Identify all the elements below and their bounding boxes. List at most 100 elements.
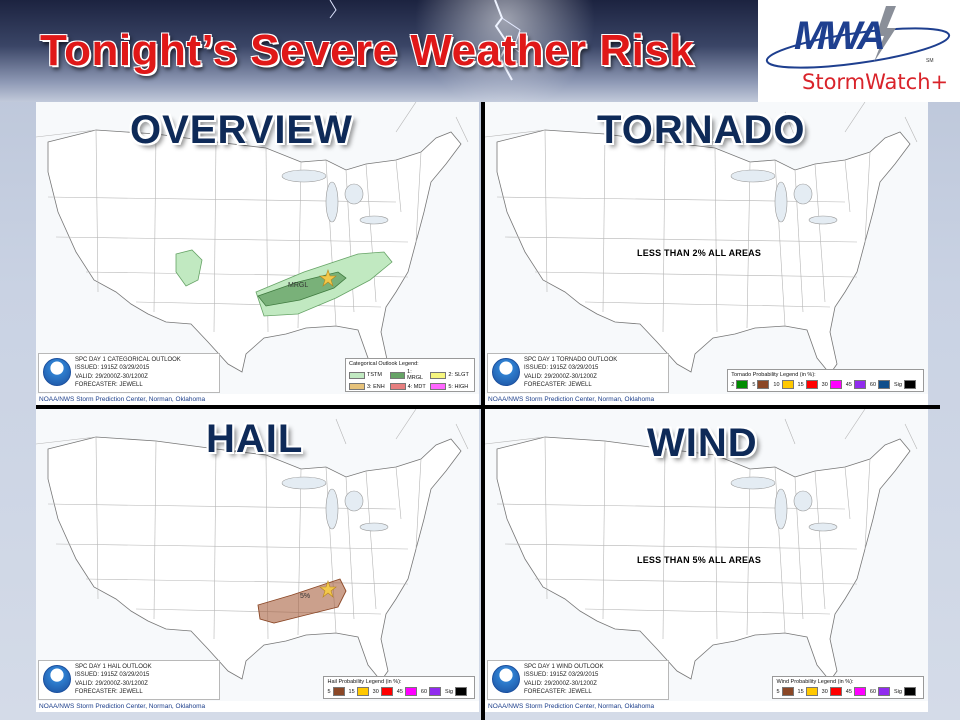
- location-star-icon: [319, 580, 337, 598]
- legend-label: 5: [752, 381, 756, 388]
- legend-item: 15: [798, 380, 820, 389]
- legend-item: Sig: [894, 687, 918, 696]
- outlook-info-box: SPC DAY 1 TORNADO OUTLOOK ISSUED: 1915Z 0…: [487, 353, 669, 393]
- risk-note: LESS THAN 2% ALL AREAS: [637, 248, 762, 258]
- legend-swatch: [455, 687, 467, 696]
- panel-title: HAIL: [206, 417, 304, 461]
- legend-swatch: [389, 383, 406, 390]
- legend-swatch: [853, 380, 866, 389]
- legend-label: 45: [396, 688, 403, 695]
- credit-line: NOAA/NWS Storm Prediction Center, Norman…: [485, 701, 928, 712]
- legend-title: Tornado Probability Legend (in %):: [731, 372, 816, 378]
- legend-swatch: [736, 380, 749, 389]
- outlook-info-line: SPC DAY 1 HAIL OUTLOOK: [75, 664, 152, 670]
- legend-title: Hail Probability Legend (in %):: [327, 679, 402, 685]
- legend-label: 30: [372, 688, 379, 695]
- probability-legend: Hail Probability Legend (in %): 5 15 30 45 60…: [323, 676, 475, 699]
- legend-swatch: [356, 687, 369, 696]
- legend-label: 45: [845, 688, 852, 695]
- legend-swatch: [389, 371, 406, 379]
- outlook-info-line: VALID: 29/2000Z-30/1200Z: [524, 373, 597, 380]
- legend-swatch: [349, 371, 365, 379]
- risk-note: LESS THAN 5% ALL AREAS: [637, 555, 762, 565]
- credit-line: NOAA/NWS Storm Prediction Center, Norman…: [485, 394, 928, 405]
- legend-swatch: [781, 687, 794, 696]
- outlook-info-lines: SPC DAY 1 CATEGORICAL OUTLOOK ISSUED: 191…: [75, 356, 181, 389]
- outlook-info-line: ISSUED: 1915Z 03/29/2015: [524, 672, 599, 679]
- logo-sm-mark: SM: [926, 58, 934, 64]
- legend-item: Sig: [445, 687, 469, 696]
- legend-swatch: [805, 687, 818, 696]
- legend-label: 2: [731, 381, 735, 388]
- legend-item: 5: [327, 687, 346, 696]
- legend-label: 4: MDT: [407, 383, 426, 390]
- panel-title: OVERVIEW: [130, 108, 353, 152]
- legend-label: 3: ENH: [367, 383, 385, 390]
- credit-line: NOAA/NWS Storm Prediction Center, Norman…: [36, 701, 479, 712]
- legend-label: 2: SLGT: [448, 372, 469, 378]
- legend-swatch: [404, 687, 417, 696]
- header-banner: Tonight’s Severe Weather Risk MWA SM Sto…: [0, 0, 960, 102]
- legend-label: Sig: [445, 688, 453, 695]
- legend-title: Categorical Outlook Legend:: [349, 361, 419, 367]
- legend-label: TSTM: [367, 372, 382, 378]
- categorical-legend: Categorical Outlook Legend: TSTM 1: MRGL 2:…: [345, 358, 475, 392]
- legend-label: 45: [845, 381, 852, 388]
- legend-label: 30: [821, 381, 828, 388]
- legend-item: Sig: [894, 380, 918, 389]
- legend-swatch: [829, 380, 842, 389]
- outlook-info-lines: SPC DAY 1 WIND OUTLOOK ISSUED: 1915Z 03/2…: [524, 663, 603, 696]
- hail-panel: HAIL 5% SPC DAY 1 HAIL OUTLOOK ISSUED: 1915…: [36, 409, 479, 712]
- logo-mwa-text: MWA: [794, 14, 886, 58]
- outlook-info-line: FORECASTER: JEWELL: [524, 381, 592, 388]
- legend-label: 5: HIGH: [448, 383, 469, 390]
- legend-swatch: [904, 687, 916, 696]
- legend-item: 5: [752, 380, 771, 389]
- outlook-info-line: FORECASTER: JEWELL: [75, 381, 143, 388]
- legend-label: 1: MRGL: [407, 369, 424, 381]
- legend-swatch: [829, 687, 842, 696]
- overview-panel: OVERVIEW MRGL SPC DAY 1 CATEGORICAL OUTLOO…: [36, 102, 479, 405]
- map-area-label: 5%: [300, 593, 311, 600]
- legend-label: 5: [776, 688, 780, 695]
- outlook-info-line: ISSUED: 1915Z 03/29/2015: [524, 365, 599, 372]
- legend-swatch: [805, 380, 818, 389]
- legend-swatch: [429, 687, 442, 696]
- outlook-info-line: FORECASTER: JEWELL: [524, 688, 592, 695]
- legend-item: 5: HIGH: [430, 383, 469, 390]
- wind-panel: WIND LESS THAN 5% ALL AREAS SPC DAY 1 WIND…: [485, 409, 928, 712]
- outlook-info-box: SPC DAY 1 CATEGORICAL OUTLOOK ISSUED: 191…: [38, 353, 220, 393]
- noaa-logo-icon: [43, 665, 71, 693]
- tstm-area-west: [175, 249, 203, 287]
- legend-item: 60: [421, 687, 443, 696]
- us-map: [485, 102, 928, 405]
- legend-label: Sig: [894, 381, 902, 388]
- legend-label: 15: [348, 688, 355, 695]
- legend-swatch: [904, 380, 916, 389]
- legend-swatch: [878, 380, 891, 389]
- legend-item: 30: [822, 380, 844, 389]
- legend-item: 60: [870, 687, 892, 696]
- logo-swoosh-icon: [765, 6, 951, 69]
- legend-swatch: [781, 380, 794, 389]
- legend-swatch: [757, 380, 770, 389]
- legend-label: Sig: [894, 688, 902, 695]
- legend-item: 15: [349, 687, 371, 696]
- legend-item: 2: [731, 380, 750, 389]
- tornado-panel: TORNADO LESS THAN 2% ALL AREAS SPC DAY 1 T…: [485, 102, 928, 405]
- legend-label: 15: [797, 688, 804, 695]
- legend-item: 10: [773, 380, 795, 389]
- legend-label: 60: [869, 381, 877, 388]
- location-star-icon: [319, 269, 337, 287]
- outlook-info-line: VALID: 29/2000Z-30/1200Z: [75, 680, 148, 687]
- legend-item: 4: MDT: [389, 383, 429, 390]
- page-title: Tonight’s Severe Weather Risk: [40, 26, 695, 75]
- probability-legend: Wind Probability Legend (in %): 5 15 30 45 60…: [772, 676, 924, 699]
- outlook-info-box: SPC DAY 1 WIND OUTLOOK ISSUED: 1915Z 03/2…: [487, 660, 669, 700]
- outlook-info-line: ISSUED: 1915Z 03/29/2015: [75, 365, 150, 372]
- outlook-info-line: VALID: 29/2000Z-30/1200Z: [75, 373, 148, 380]
- panel-divider-horizontal: [36, 405, 940, 409]
- legend-label: 10: [773, 381, 780, 388]
- legend-swatch: [430, 383, 447, 390]
- legend-label: 60: [869, 688, 877, 695]
